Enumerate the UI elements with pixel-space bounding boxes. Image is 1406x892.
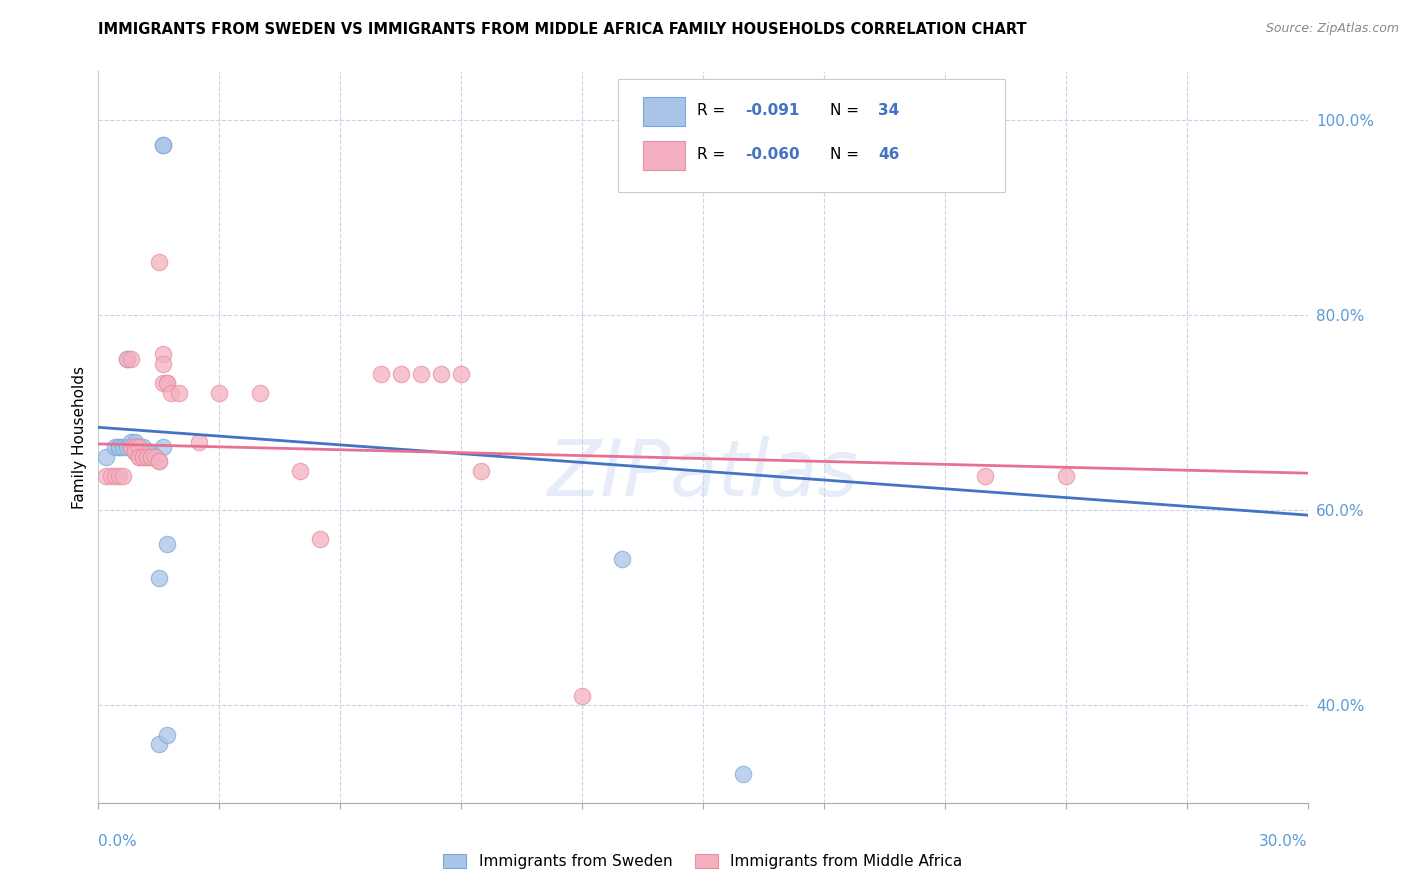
Point	[128, 440, 150, 454]
Point	[152, 137, 174, 152]
Point	[132, 450, 155, 464]
Point	[612, 552, 634, 566]
Point	[124, 440, 146, 454]
Point	[370, 367, 392, 381]
Point	[309, 533, 332, 547]
Text: -0.060: -0.060	[745, 146, 800, 161]
Point	[389, 367, 412, 381]
Point	[148, 572, 170, 586]
Bar	[643, 141, 685, 170]
Text: 0.0%: 0.0%	[98, 834, 138, 849]
Point	[733, 766, 755, 780]
Point	[249, 386, 271, 401]
Bar	[643, 97, 685, 127]
Point	[128, 450, 150, 464]
Point	[156, 727, 179, 741]
Text: -0.091: -0.091	[745, 103, 800, 118]
Point	[152, 137, 174, 152]
Point	[124, 444, 146, 458]
Text: R =: R =	[697, 103, 730, 118]
Point	[115, 440, 138, 454]
Point	[103, 440, 125, 454]
Point	[139, 444, 162, 458]
Point	[120, 434, 142, 449]
Point	[167, 386, 190, 401]
Point	[152, 357, 174, 371]
Point	[100, 469, 122, 483]
Point	[135, 444, 157, 458]
Text: N =: N =	[830, 103, 863, 118]
Point	[135, 444, 157, 458]
Point	[139, 444, 162, 458]
Point	[115, 352, 138, 367]
Y-axis label: Family Households: Family Households	[72, 366, 87, 508]
Point	[148, 454, 170, 468]
Point	[152, 347, 174, 361]
Point	[450, 367, 472, 381]
Point	[115, 352, 138, 367]
Point	[148, 454, 170, 468]
Point	[143, 450, 166, 464]
Point	[107, 440, 129, 454]
Point	[120, 440, 142, 454]
Point	[974, 469, 997, 483]
Point	[156, 537, 179, 551]
Point	[124, 434, 146, 449]
Point	[120, 352, 142, 367]
Point	[96, 450, 118, 464]
Text: N =: N =	[830, 146, 863, 161]
Point	[152, 440, 174, 454]
Point	[107, 469, 129, 483]
Point	[430, 367, 453, 381]
Point	[124, 444, 146, 458]
Text: 34: 34	[879, 103, 900, 118]
Point	[111, 469, 134, 483]
Point	[128, 440, 150, 454]
Point	[139, 450, 162, 464]
Point	[128, 450, 150, 464]
Point	[135, 450, 157, 464]
Text: ZIPatlas: ZIPatlas	[547, 435, 859, 512]
Point	[470, 464, 492, 478]
Point	[156, 376, 179, 391]
FancyBboxPatch shape	[619, 78, 1005, 192]
Point	[156, 376, 179, 391]
Point	[139, 450, 162, 464]
Point	[132, 440, 155, 454]
Point	[139, 450, 162, 464]
Point	[96, 469, 118, 483]
Point	[148, 254, 170, 268]
Point	[152, 376, 174, 391]
Text: Source: ZipAtlas.com: Source: ZipAtlas.com	[1265, 22, 1399, 36]
Point	[103, 469, 125, 483]
Point	[135, 450, 157, 464]
Text: 46: 46	[879, 146, 900, 161]
Point	[132, 444, 155, 458]
Point	[128, 440, 150, 454]
Point	[143, 450, 166, 464]
Text: IMMIGRANTS FROM SWEDEN VS IMMIGRANTS FROM MIDDLE AFRICA FAMILY HOUSEHOLDS CORREL: IMMIGRANTS FROM SWEDEN VS IMMIGRANTS FRO…	[98, 22, 1026, 37]
Point	[1054, 469, 1077, 483]
Point	[124, 440, 146, 454]
Point	[111, 440, 134, 454]
Text: 30.0%: 30.0%	[1260, 834, 1308, 849]
Point	[120, 440, 142, 454]
Point	[124, 440, 146, 454]
Point	[288, 464, 311, 478]
Point	[132, 444, 155, 458]
Point	[160, 386, 183, 401]
Point	[409, 367, 432, 381]
Point	[139, 444, 162, 458]
Point	[143, 450, 166, 464]
Point	[208, 386, 231, 401]
Point	[143, 450, 166, 464]
Point	[188, 434, 211, 449]
Point	[571, 689, 593, 703]
Point	[128, 440, 150, 454]
Point	[132, 450, 155, 464]
Text: R =: R =	[697, 146, 730, 161]
Point	[107, 440, 129, 454]
Point	[148, 737, 170, 751]
Legend: Immigrants from Sweden, Immigrants from Middle Africa: Immigrants from Sweden, Immigrants from …	[437, 847, 969, 875]
